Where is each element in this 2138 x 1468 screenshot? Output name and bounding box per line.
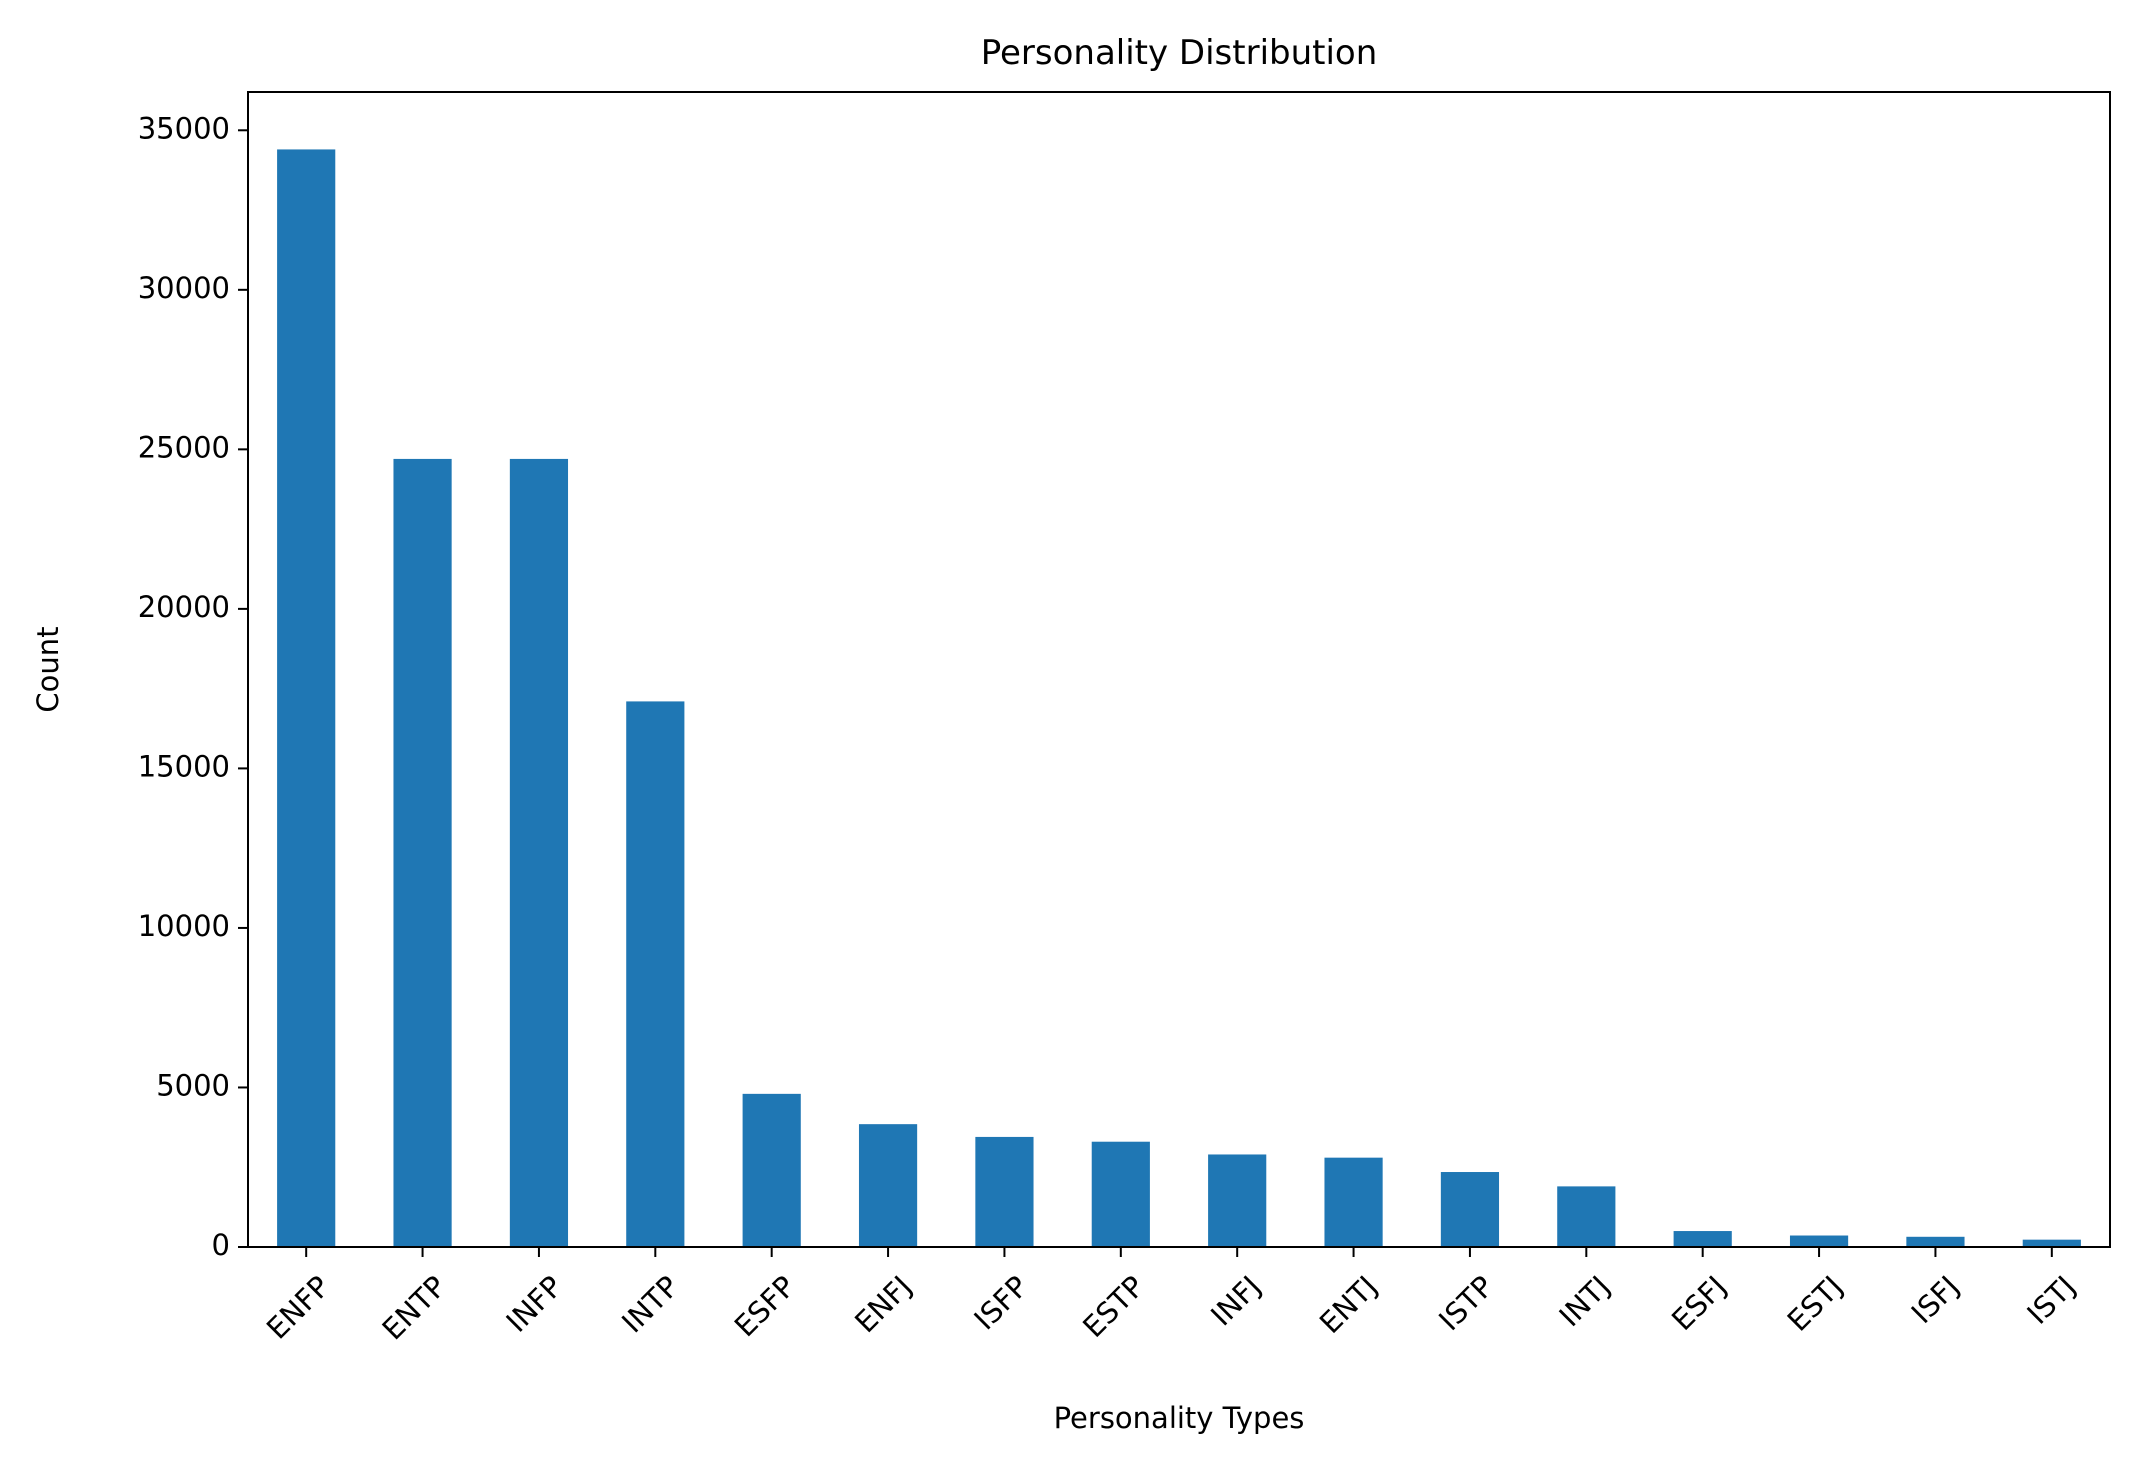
bar-estj <box>1789 1235 1849 1247</box>
bar-entj <box>1324 1157 1383 1247</box>
x-tick-label: ISTJ <box>2020 1269 2082 1331</box>
bar-infp <box>509 458 569 1247</box>
y-tick-label: 30000 <box>138 271 230 305</box>
y-axis-label: Count <box>31 626 65 712</box>
bar-istj <box>2022 1239 2081 1247</box>
bar-infj <box>1208 1154 1267 1247</box>
bar-intj <box>1557 1186 1616 1247</box>
bar-intp <box>626 701 685 1247</box>
bars-group <box>277 149 2081 1248</box>
y-tick-label: 20000 <box>138 590 230 624</box>
x-tick-label: INFJ <box>1204 1269 1267 1332</box>
bar-esfp <box>742 1093 801 1247</box>
x-tick-label: ISTP <box>1432 1269 1500 1337</box>
y-tick-label: 15000 <box>138 749 230 783</box>
bar-estp <box>1091 1141 1150 1247</box>
bar-isfj <box>1906 1236 1965 1247</box>
x-tick-label: ESTJ <box>1781 1269 1850 1338</box>
x-tick-label: ENFJ <box>848 1269 918 1339</box>
x-tick-label: ESFJ <box>1665 1269 1733 1337</box>
bar-istp <box>1440 1172 1500 1247</box>
y-axis: 0 5000 10000 15000 20000 25000 30000 35000 <box>138 111 248 1262</box>
x-axis: ENFP ENTP INFP INTP ESFP ENFJ ISFP ESTP INFJ ENTJ… <box>260 1247 2082 1346</box>
x-tick-label: ENTP <box>376 1269 453 1346</box>
x-tick-label: ENTJ <box>1313 1269 1384 1340</box>
bar-enfj <box>858 1124 918 1247</box>
bar-esfj <box>1673 1231 1732 1247</box>
x-tick-label: ENFP <box>260 1269 337 1346</box>
y-tick-label: 5000 <box>156 1068 230 1102</box>
y-tick-label: 35000 <box>138 111 230 145</box>
x-tick-label: INFP <box>500 1269 570 1339</box>
y-tick-label: 0 <box>212 1228 230 1262</box>
bar-entp <box>393 458 452 1247</box>
bar-enfp <box>277 149 336 1248</box>
x-tick-label: ISFP <box>967 1269 1034 1336</box>
x-tick-label: INTP <box>615 1269 685 1339</box>
x-axis-label: Personality Types <box>1054 1401 1305 1435</box>
y-tick-label: 25000 <box>138 430 230 464</box>
x-tick-label: ISFJ <box>1905 1269 1966 1330</box>
x-tick-label: INTJ <box>1553 1269 1617 1333</box>
x-tick-label: ESFP <box>728 1269 802 1343</box>
plot-frame <box>247 91 2111 1248</box>
x-tick-label: ESTP <box>1076 1269 1151 1344</box>
y-tick-label: 10000 <box>138 909 230 943</box>
chart-title: Personality Distribution <box>981 33 1378 73</box>
bar-isfp <box>975 1136 1034 1247</box>
